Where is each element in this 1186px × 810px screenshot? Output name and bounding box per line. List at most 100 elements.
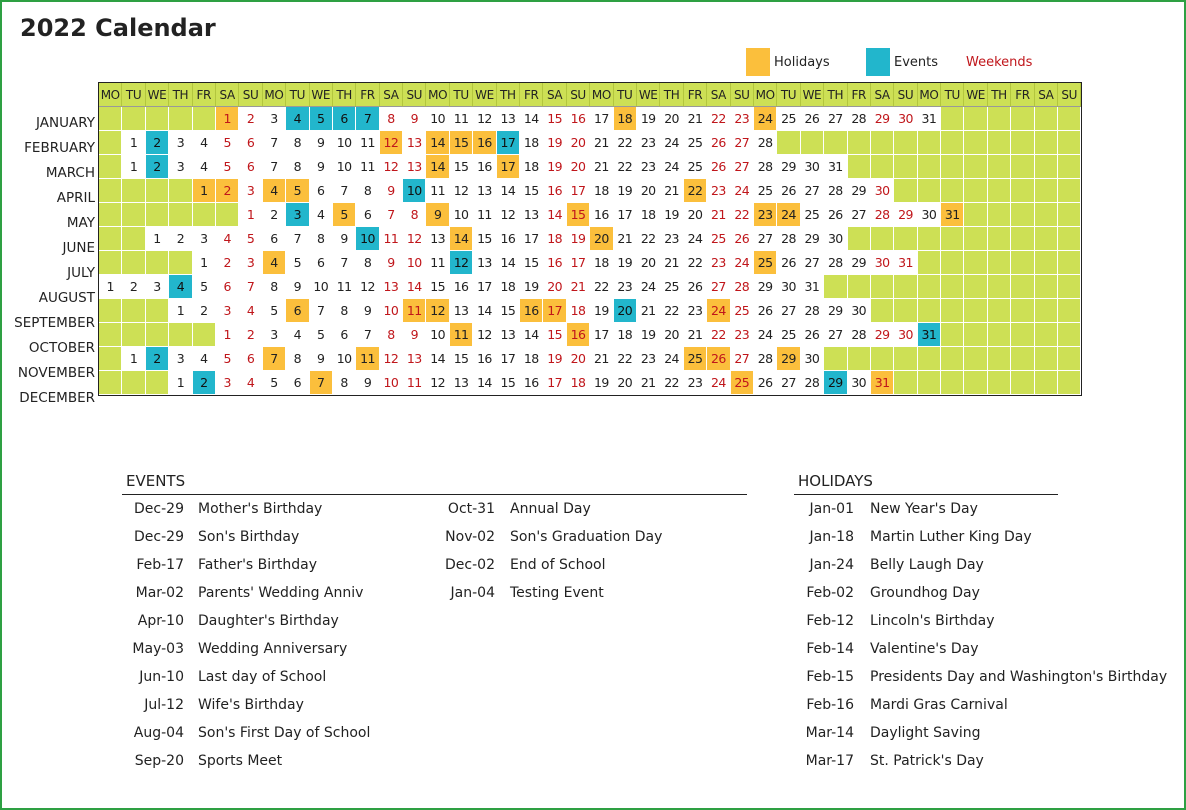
day-cell[interactable]: 26 xyxy=(753,371,778,395)
day-cell[interactable]: 27 xyxy=(824,107,848,131)
day-cell[interactable]: 22 xyxy=(636,227,661,251)
day-cell[interactable]: 12 xyxy=(379,131,404,155)
day-cell[interactable]: 14 xyxy=(403,275,427,299)
day-cell[interactable]: 22 xyxy=(683,179,708,203)
day-cell[interactable]: 1 xyxy=(192,251,216,275)
day-cell[interactable]: 23 xyxy=(730,107,754,131)
day-cell[interactable]: 17 xyxy=(543,371,567,395)
day-cell[interactable]: 10 xyxy=(379,299,404,323)
day-cell[interactable]: 9 xyxy=(332,227,357,251)
day-cell[interactable]: 21 xyxy=(660,179,684,203)
day-cell[interactable]: 29 xyxy=(847,251,871,275)
day-cell[interactable]: 14 xyxy=(426,347,450,371)
day-cell[interactable]: 28 xyxy=(824,179,848,203)
day-cell[interactable]: 12 xyxy=(426,299,450,323)
day-cell[interactable]: 31 xyxy=(870,371,895,395)
day-cell[interactable]: 17 xyxy=(590,107,614,131)
day-cell[interactable]: 9 xyxy=(309,347,333,371)
day-cell[interactable]: 7 xyxy=(239,275,263,299)
day-cell[interactable]: 3 xyxy=(192,227,216,251)
day-cell[interactable]: 13 xyxy=(473,179,497,203)
day-cell[interactable]: 18 xyxy=(636,203,661,227)
day-cell[interactable]: 18 xyxy=(520,131,544,155)
day-cell[interactable]: 24 xyxy=(660,347,684,371)
day-cell[interactable]: 2 xyxy=(122,275,146,299)
day-cell[interactable]: 1 xyxy=(99,275,123,299)
day-cell[interactable]: 12 xyxy=(449,179,474,203)
day-cell[interactable]: 1 xyxy=(122,347,146,371)
day-cell[interactable]: 20 xyxy=(636,179,661,203)
day-cell[interactable]: 23 xyxy=(613,275,637,299)
day-cell[interactable]: 22 xyxy=(590,275,614,299)
day-cell[interactable]: 6 xyxy=(332,107,357,131)
day-cell[interactable]: 16 xyxy=(473,155,497,179)
day-cell[interactable]: 20 xyxy=(590,227,614,251)
day-cell[interactable]: 27 xyxy=(800,251,825,275)
day-cell[interactable]: 31 xyxy=(941,203,965,227)
day-cell[interactable]: 7 xyxy=(379,203,404,227)
day-cell[interactable]: 26 xyxy=(683,275,708,299)
day-cell[interactable]: 5 xyxy=(215,155,240,179)
day-cell[interactable]: 10 xyxy=(426,107,450,131)
day-cell[interactable]: 5 xyxy=(309,107,333,131)
day-cell[interactable]: 24 xyxy=(660,155,684,179)
day-cell[interactable]: 4 xyxy=(262,179,287,203)
day-cell[interactable]: 29 xyxy=(800,227,825,251)
day-cell[interactable]: 5 xyxy=(309,323,333,347)
day-cell[interactable]: 3 xyxy=(169,131,193,155)
day-cell[interactable]: 27 xyxy=(730,347,754,371)
day-cell[interactable]: 11 xyxy=(332,275,357,299)
day-cell[interactable]: 7 xyxy=(309,371,333,395)
day-cell[interactable]: 17 xyxy=(543,299,567,323)
day-cell[interactable]: 29 xyxy=(777,155,801,179)
day-cell[interactable]: 8 xyxy=(356,251,380,275)
day-cell[interactable]: 16 xyxy=(566,107,591,131)
day-cell[interactable]: 7 xyxy=(332,251,357,275)
day-cell[interactable]: 21 xyxy=(683,323,708,347)
day-cell[interactable]: 3 xyxy=(239,179,263,203)
day-cell[interactable]: 5 xyxy=(215,347,240,371)
day-cell[interactable]: 8 xyxy=(379,107,404,131)
day-cell[interactable]: 27 xyxy=(707,275,731,299)
day-cell[interactable]: 15 xyxy=(473,227,497,251)
day-cell[interactable]: 6 xyxy=(239,155,263,179)
day-cell[interactable]: 9 xyxy=(426,203,450,227)
day-cell[interactable]: 11 xyxy=(426,179,450,203)
day-cell[interactable]: 19 xyxy=(590,299,614,323)
day-cell[interactable]: 8 xyxy=(356,179,380,203)
day-cell[interactable]: 31 xyxy=(824,155,848,179)
day-cell[interactable]: 17 xyxy=(496,155,521,179)
day-cell[interactable]: 29 xyxy=(753,275,778,299)
day-cell[interactable]: 21 xyxy=(636,299,661,323)
day-cell[interactable]: 14 xyxy=(426,131,450,155)
day-cell[interactable]: 5 xyxy=(215,131,240,155)
day-cell[interactable]: 20 xyxy=(636,251,661,275)
day-cell[interactable]: 13 xyxy=(496,323,521,347)
day-cell[interactable]: 26 xyxy=(753,299,778,323)
day-cell[interactable]: 10 xyxy=(332,347,357,371)
day-cell[interactable]: 18 xyxy=(543,227,567,251)
day-cell[interactable]: 4 xyxy=(239,299,263,323)
day-cell[interactable]: 12 xyxy=(403,227,427,251)
day-cell[interactable]: 19 xyxy=(636,323,661,347)
day-cell[interactable]: 24 xyxy=(730,251,754,275)
day-cell[interactable]: 10 xyxy=(403,179,427,203)
day-cell[interactable]: 7 xyxy=(309,299,333,323)
day-cell[interactable]: 3 xyxy=(169,347,193,371)
day-cell[interactable]: 4 xyxy=(262,251,287,275)
day-cell[interactable]: 10 xyxy=(332,155,357,179)
day-cell[interactable]: 6 xyxy=(309,251,333,275)
day-cell[interactable]: 16 xyxy=(590,203,614,227)
day-cell[interactable]: 11 xyxy=(426,251,450,275)
day-cell[interactable]: 20 xyxy=(660,107,684,131)
day-cell[interactable]: 25 xyxy=(683,347,708,371)
day-cell[interactable]: 30 xyxy=(870,251,895,275)
day-cell[interactable]: 23 xyxy=(636,131,661,155)
day-cell[interactable]: 29 xyxy=(847,179,871,203)
day-cell[interactable]: 2 xyxy=(169,227,193,251)
day-cell[interactable]: 21 xyxy=(590,131,614,155)
day-cell[interactable]: 30 xyxy=(800,347,825,371)
day-cell[interactable]: 1 xyxy=(169,371,193,395)
day-cell[interactable]: 9 xyxy=(356,299,380,323)
day-cell[interactable]: 14 xyxy=(426,155,450,179)
